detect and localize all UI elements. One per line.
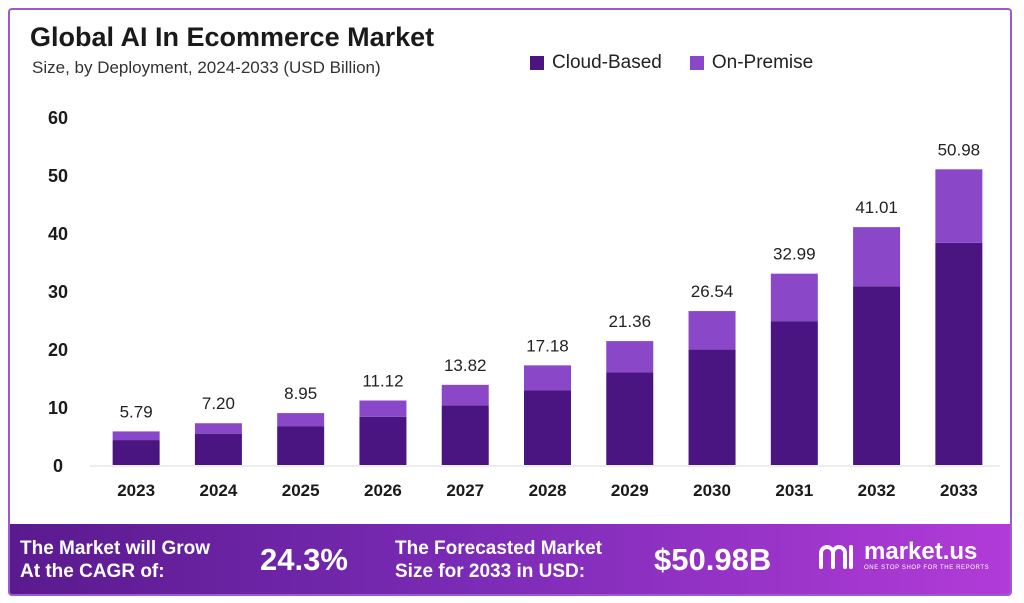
y-tick-label: 30 — [48, 282, 68, 302]
bar-on-premise-2024 — [194, 423, 242, 434]
brand-name: market.us — [864, 538, 978, 565]
data-label-2023: 5.79 — [120, 402, 153, 421]
bar-on-premise-2026 — [359, 400, 407, 417]
bar-on-premise-2031 — [770, 273, 818, 322]
bar-cloud-based-2031 — [770, 321, 818, 465]
chart-title: Global AI In Ecommerce Market — [30, 22, 435, 52]
y-tick-label: 60 — [48, 108, 68, 128]
x-tick-label: 2032 — [858, 481, 896, 500]
bar-cloud-based-2026 — [359, 416, 407, 465]
legend-label-cloud-based: Cloud-Based — [552, 52, 662, 73]
legend-swatch-cloud-based — [530, 56, 544, 70]
bar-on-premise-2025 — [277, 413, 325, 427]
bar-cloud-based-2027 — [441, 405, 489, 465]
data-label-2025: 8.95 — [284, 384, 317, 403]
x-tick-label: 2025 — [282, 481, 320, 500]
bar-cloud-based-2032 — [853, 286, 901, 465]
bar-on-premise-2033 — [935, 169, 983, 243]
bar-cloud-based-2025 — [277, 426, 325, 465]
forecast-label-line-2: Size for 2033 in USD: — [395, 561, 586, 582]
y-tick-label: 0 — [53, 456, 63, 476]
x-tick-label: 2024 — [199, 481, 237, 500]
data-label-2030: 26.54 — [691, 282, 734, 301]
x-tick-label: 2033 — [940, 481, 978, 500]
legend-label-on-premise: On-Premise — [711, 52, 814, 73]
legend-swatch-on-premise — [689, 56, 704, 70]
x-tick-label: 2029 — [611, 481, 649, 500]
cagr-label: The Market will Grow At the CAGR of: — [20, 537, 210, 583]
data-label-2033: 50.98 — [938, 140, 981, 159]
x-tick-label: 2027 — [446, 481, 484, 500]
forecast-label: The Forecasted Market Size for 2033 in U… — [395, 537, 602, 583]
data-label-2026: 11.12 — [362, 372, 403, 391]
bar-on-premise-2029 — [606, 341, 654, 373]
data-label-2029: 21.36 — [608, 312, 651, 331]
bar-on-premise-2023 — [112, 431, 160, 441]
brand-text: market.us ONE STOP SHOP FOR THE REPORTS — [864, 540, 989, 572]
data-label-2028: 17.18 — [526, 336, 569, 355]
brand-tagline: ONE STOP SHOP FOR THE REPORTS — [864, 565, 990, 571]
forecast-label-line-1: The Forecasted Market — [395, 538, 602, 559]
cagr-label-line-2: At the CAGR of: — [20, 561, 165, 582]
bar-cloud-based-2029 — [606, 372, 654, 465]
brand-logo: market.us ONE STOP SHOP FOR THE REPORTS — [818, 540, 989, 572]
market-us-logo-icon — [819, 545, 853, 569]
bar-cloud-based-2024 — [194, 433, 242, 465]
forecast-value: $50.98B — [654, 542, 772, 577]
x-tick-label: 2030 — [693, 481, 731, 500]
bar-on-premise-2030 — [688, 311, 736, 350]
bar-on-premise-2032 — [853, 227, 901, 287]
x-tick-label: 2026 — [364, 481, 402, 500]
y-tick-label: 20 — [48, 340, 68, 360]
bar-on-premise-2028 — [524, 365, 571, 391]
cagr-label-line-1: The Market will Grow — [20, 538, 211, 559]
bar-cloud-based-2028 — [524, 390, 571, 465]
chart-card: Global AI In Ecommerce Market Size, by D… — [8, 8, 1012, 596]
y-tick-label: 10 — [48, 398, 68, 418]
legend-item-on-premise: On-Premise — [689, 52, 814, 74]
y-tick-label: 50 — [48, 166, 68, 186]
y-tick-label: 40 — [48, 224, 68, 244]
x-tick-label: 2023 — [117, 481, 155, 500]
chart-legend: Cloud-Based On-Premise — [530, 52, 813, 74]
bar-chart: 01020304050605.7920237.2020248.95202511.… — [48, 108, 1000, 500]
x-tick-label: 2028 — [529, 481, 567, 500]
data-label-2031: 32.99 — [773, 245, 816, 264]
bar-cloud-based-2030 — [688, 349, 736, 465]
legend-item-cloud-based: Cloud-Based — [530, 52, 662, 74]
data-label-2024: 7.20 — [202, 394, 235, 413]
bar-cloud-based-2023 — [112, 440, 160, 465]
cagr-value: 24.3% — [260, 542, 348, 577]
data-label-2027: 13.82 — [444, 356, 487, 375]
footer-banner: The Market will Grow At the CAGR of: 24.… — [10, 524, 1010, 594]
data-label-2032: 41.01 — [855, 198, 898, 217]
x-tick-label: 2031 — [775, 481, 813, 500]
bar-cloud-based-2033 — [935, 242, 983, 465]
bar-on-premise-2027 — [441, 384, 489, 406]
chart-subtitle: Size, by Deployment, 2024-2033 (USD Bill… — [32, 58, 381, 77]
